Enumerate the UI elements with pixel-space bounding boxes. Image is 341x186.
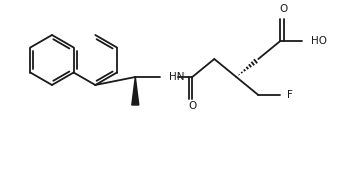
Text: O: O	[279, 4, 287, 14]
Text: O: O	[188, 101, 196, 111]
Text: HN: HN	[169, 72, 185, 82]
Text: HO: HO	[311, 36, 327, 46]
Polygon shape	[132, 77, 139, 105]
Text: F: F	[287, 90, 293, 100]
